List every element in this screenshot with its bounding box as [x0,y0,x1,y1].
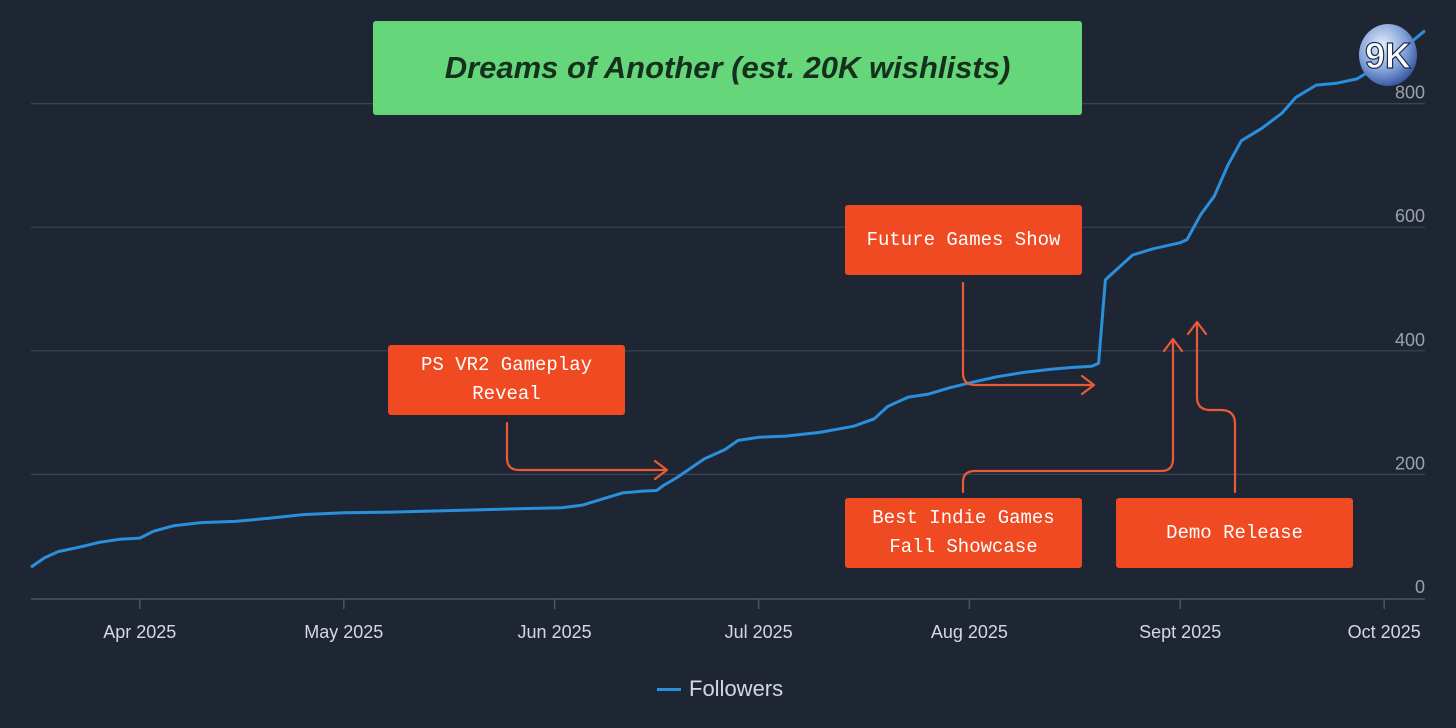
legend-label-followers: Followers [689,676,784,701]
arrow-future-games-show [961,281,1095,387]
y-tick-label: 400 [1395,330,1425,350]
annotation-ps-vr2-reveal: PS VR2 Gameplay Reveal [388,345,625,415]
series-line-followers [30,29,1426,569]
y-tick-label: 200 [1395,453,1425,473]
annotation-demo-release: Demo Release [1116,498,1353,568]
arrow-demo-release-head [1186,320,1208,336]
arrow-future-games-show-head [1080,374,1096,396]
annotation-best-indie-games: Best Indie Games Fall Showcase [845,498,1082,568]
chart-title: Dreams of Another (est. 20K wishlists) [444,50,1011,85]
x-tick-label: Jul 2025 [725,622,793,642]
x-tick-label: Apr 2025 [103,622,176,642]
x-tick-label: Aug 2025 [931,622,1008,642]
annotation-future-games-show: Future Games Show [845,205,1082,275]
x-tick-label: Sept 2025 [1139,622,1221,642]
y-tick-label: 600 [1395,206,1425,226]
arrow-ps-vr2-reveal-head [653,459,669,481]
arrow-best-indie-games-head [1162,337,1184,353]
annotation-arrows [505,281,1237,494]
9k-logo-icon: 9K [1359,24,1417,86]
x-tick-label: Jun 2025 [518,622,592,642]
series-line-layer [30,29,1426,569]
x-tick-label: Oct 2025 [1348,622,1421,642]
legend[interactable]: Followers [657,676,783,702]
logo-text: 9K [1365,35,1411,76]
arrow-demo-release [1195,321,1237,494]
y-axis-ticks: 0 200 400 600 800 [1395,83,1425,597]
arrow-best-indie-games [961,338,1175,494]
chart-title-box: Dreams of Another (est. 20K wishlists) [373,21,1082,115]
y-tick-label: 0 [1415,577,1425,597]
x-axis: Apr 2025 May 2025 Jun 2025 Jul 2025 Aug 2025… [31,598,1425,642]
arrow-ps-vr2-reveal [505,421,668,472]
y-tick-label: 800 [1395,83,1425,103]
x-tick-label: May 2025 [304,622,383,642]
legend-swatch [657,687,681,691]
